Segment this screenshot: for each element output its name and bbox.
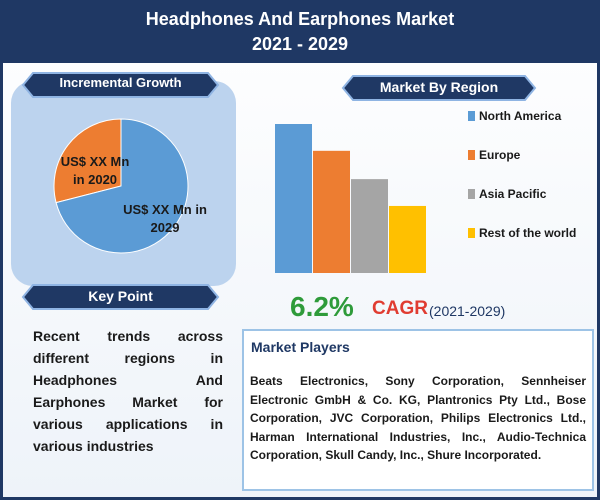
growth-heading: Incremental Growth (59, 75, 182, 90)
keypoint-heading: Key Point (88, 288, 153, 304)
players-heading: Market Players (251, 339, 350, 355)
subtitle: 2021 - 2029 (251, 34, 349, 54)
players-text: Beats Electronics, Sony Corporation, Sen… (250, 374, 586, 462)
pie-slice (55, 118, 189, 254)
keypoint-banner (21, 284, 220, 310)
cagr-period: (2021-2029) (429, 303, 506, 319)
legend-label: North America (479, 109, 562, 123)
legend-label: Asia Pacific (479, 187, 547, 201)
keypoint-text: Recent trends across different regions i… (33, 328, 223, 454)
pie-slice (53, 118, 122, 204)
cagr-value: 6.2% (290, 291, 354, 322)
legend-swatch (468, 111, 475, 121)
legend-swatch (468, 150, 475, 160)
legend-swatch (468, 189, 475, 199)
bar (389, 205, 426, 273)
graphics: North America Europe Asia Pacific Rest of t… (3, 3, 597, 491)
region-heading: Market By Region (379, 79, 499, 95)
bar (313, 150, 350, 273)
bar (351, 179, 388, 273)
title: Headphones And Earphones Market (145, 9, 455, 29)
pie-label: US$ XX Mn in 2029 (123, 202, 207, 235)
pie-label: US$ XX Mn in 2020 (60, 154, 130, 187)
legend-label: Europe (479, 148, 521, 162)
growth-banner (21, 72, 220, 98)
legend-swatch (468, 228, 475, 238)
cagr-label: CAGR (372, 298, 428, 319)
title-banner (3, 3, 597, 63)
players-box (242, 329, 594, 491)
bar (275, 124, 312, 273)
legend-label: Rest of the world (479, 226, 576, 240)
region-banner (341, 75, 537, 101)
